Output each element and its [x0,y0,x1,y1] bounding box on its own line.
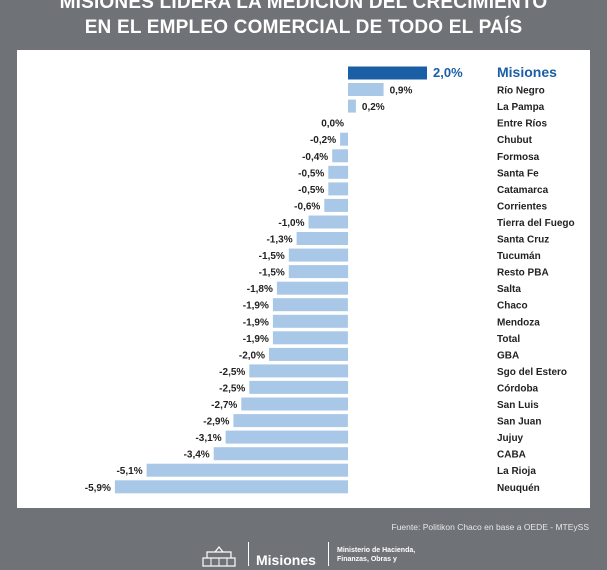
category-label: Mendoza [497,317,540,328]
bar-formosa [332,149,348,163]
category-label: GBA [497,350,519,361]
value-label: -1,0% [278,218,304,229]
ministry-line2: Finanzas, Obras y [337,556,397,563]
bar-chart: 2,0% Misiones 0,9% Río Negro 0,2% La Pampa 0,0… [85,64,575,494]
category-label: San Luis [497,400,539,411]
value-label: -5,1% [116,466,142,477]
value-label: 0,9% [390,86,413,97]
chart-title-line2: EN EL EMPLEO COMERCIAL DE TODO EL PAÍS [84,17,523,38]
value-label: -0,5% [298,168,324,179]
value-label: -5,9% [85,483,111,494]
bar-total [272,331,348,345]
value-label: -1,3% [266,235,292,246]
bar-jujuy [225,430,349,444]
category-label: Santa Cruz [497,235,549,246]
value-label: -1,5% [259,251,285,262]
category-label: Jujuy [497,433,524,444]
value-label: -1,9% [243,301,269,312]
value-label: 2,0% [433,65,463,80]
bar-san-luis [241,397,348,411]
chart-panel: 2,0% Misiones 0,9% Río Negro 0,2% La Pampa 0,0… [17,50,590,508]
government-seal-icon [202,546,236,567]
bar-santa-fe [328,165,349,179]
value-label: -2,5% [219,367,245,378]
ministry-name: Ministerio de Hacienda, Finanzas, Obras … [337,546,447,564]
footer-divider [328,542,329,566]
bar-córdoba [249,380,349,394]
category-label: Misiones [497,64,557,80]
category-label: Corrientes [497,201,547,212]
value-label: -2,9% [203,417,229,428]
value-label: -2,7% [211,400,237,411]
bar-la-rioja [146,463,348,477]
bar-sgo-del-estero [249,364,349,378]
value-label: -0,6% [294,201,320,212]
category-label: Formosa [497,152,540,163]
bar-gba [269,347,348,361]
category-label: Entre Ríos [497,119,547,130]
footer-branding: Misiones Ministerio de Hacienda, Finanza… [0,536,607,570]
category-label: La Rioja [497,466,536,477]
category-label: Salta [497,284,521,295]
bar-la-pampa [348,99,356,113]
bar-mendoza [272,314,348,328]
bar-catamarca [328,182,349,196]
bar-santa-cruz [296,232,348,245]
category-label: Tucumán [497,251,541,262]
category-label: Neuquén [497,483,540,494]
bar-caba [213,447,348,461]
value-label: -1,9% [243,334,269,345]
value-label: -2,5% [219,383,245,394]
value-label: -3,1% [195,433,221,444]
bar-salta [276,281,348,295]
footer-divider [248,542,249,566]
value-label: -0,4% [302,152,328,163]
value-label: -1,8% [247,284,273,295]
value-label: -0,2% [310,135,336,146]
value-label: 0,0% [321,119,344,130]
bar-resto-pba [288,265,349,279]
bar-chubut [340,132,348,146]
bar-san-juan [233,414,348,428]
category-label: San Juan [497,417,541,428]
bar-chaco [272,298,348,312]
bar-misiones [348,66,427,80]
bar-corrientes [324,198,348,212]
bar-tierra-del-fuego [308,215,348,229]
category-label: La Pampa [497,102,545,113]
value-label: 0,2% [362,102,385,113]
category-label: Resto PBA [497,268,549,279]
category-label: Catamarca [497,185,549,196]
source-note: Fuente: Politikon Chaco en base a OEDE -… [391,522,589,532]
category-label: Santa Fe [497,168,539,179]
category-label: Sgo del Estero [497,367,567,378]
chart-title-line1: MISIONES LIDERA LA MEDICIÓN DEL CRECIMIE… [59,0,548,13]
brand-name: Misiones [256,552,316,568]
bar-tucumán [288,248,349,262]
ministry-line1: Ministerio de Hacienda, [337,547,416,554]
value-label: -3,4% [184,450,210,461]
category-label: CABA [497,450,526,461]
value-label: -1,9% [243,317,269,328]
category-label: Chaco [497,301,528,312]
category-label: Total [497,334,520,345]
category-label: Río Negro [497,86,545,97]
value-label: -1,5% [259,268,285,279]
value-label: -2,0% [239,350,265,361]
bar-neuquén [114,480,349,494]
category-label: Córdoba [497,383,539,394]
category-label: Chubut [497,135,533,146]
value-label: -0,5% [298,185,324,196]
bar-río-negro [348,83,384,96]
category-label: Tierra del Fuego [497,218,575,229]
